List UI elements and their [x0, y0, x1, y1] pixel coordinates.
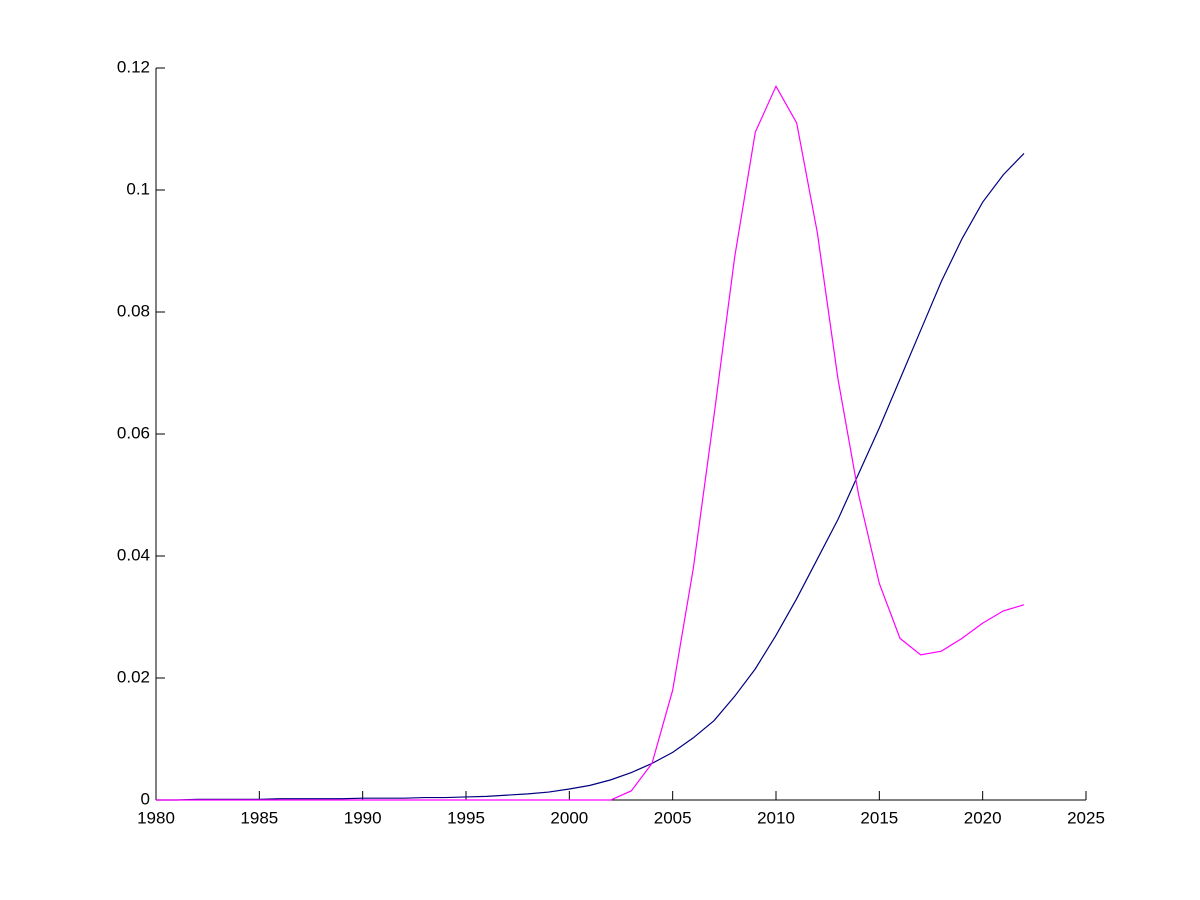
y-tick-label: 0	[141, 789, 150, 808]
y-tick-label: 0.08	[117, 301, 150, 320]
x-tick-label: 2000	[550, 808, 588, 827]
x-tick-label: 2025	[1067, 808, 1105, 827]
y-tick-label: 0.04	[117, 545, 150, 564]
x-tick-label: 2015	[860, 808, 898, 827]
x-tick-label: 1980	[137, 808, 175, 827]
x-tick-label: 1990	[344, 808, 382, 827]
x-tick-label: 2010	[757, 808, 795, 827]
x-tick-label: 2005	[654, 808, 692, 827]
y-tick-label: 0.06	[117, 423, 150, 442]
series-line	[156, 84, 1025, 801]
y-tick-label: 0.12	[117, 57, 150, 76]
series-line	[156, 152, 1025, 801]
y-tick-label: 0.02	[117, 667, 150, 686]
x-tick-label: 2020	[964, 808, 1002, 827]
x-tick-label: 1985	[240, 808, 278, 827]
x-tick-label: 1995	[447, 808, 485, 827]
y-tick-label: 0.1	[126, 179, 150, 198]
